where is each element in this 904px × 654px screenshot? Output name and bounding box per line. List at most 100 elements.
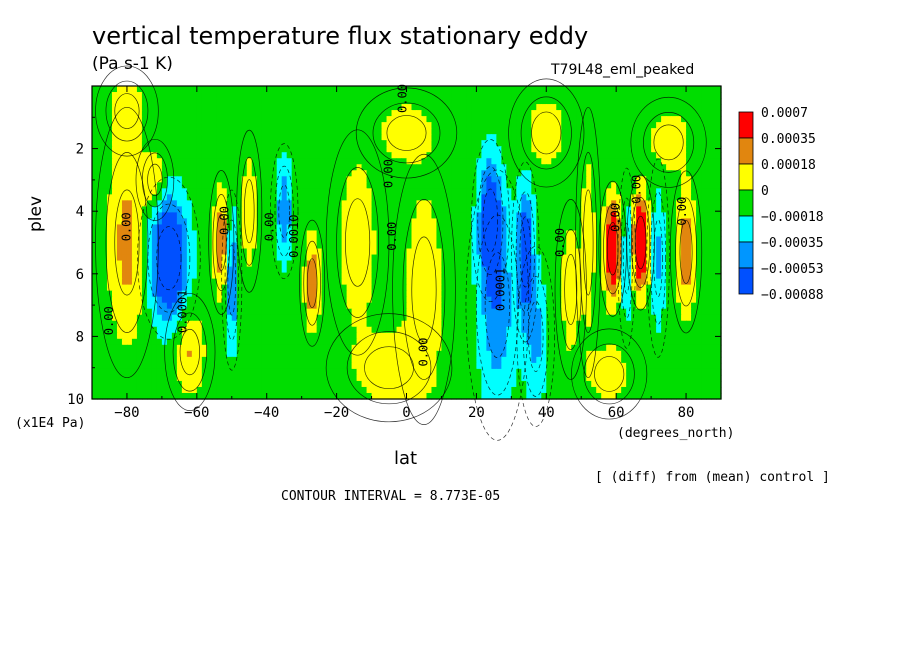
field-cell: [331, 320, 338, 328]
field-cell: [266, 278, 273, 286]
field-cell: [566, 176, 572, 183]
field-cell: [591, 260, 597, 268]
field-cell: [246, 104, 253, 111]
field-cell: [466, 320, 472, 328]
field-cell: [456, 200, 463, 207]
field-cell: [426, 122, 433, 129]
field-cell: [681, 290, 687, 298]
field-cell: [126, 158, 133, 165]
field-cell: [216, 194, 223, 201]
field-cell: [351, 164, 358, 171]
field-cell: [286, 176, 293, 183]
field-cell: [251, 158, 258, 165]
field-cell: [666, 206, 672, 213]
field-cell: [126, 176, 133, 183]
field-cell: [306, 116, 313, 123]
field-cell: [326, 230, 333, 238]
field-cell: [206, 140, 213, 147]
field-cell: [371, 152, 378, 159]
field-cell: [521, 98, 527, 105]
field-cell: [531, 308, 537, 316]
field-cell: [156, 224, 163, 232]
field-cell: [436, 290, 443, 298]
field-cell: [341, 164, 348, 171]
field-cell: [456, 146, 463, 153]
field-cell: [431, 122, 438, 129]
field-cell: [461, 158, 467, 165]
field-cell: [246, 134, 253, 141]
field-cell: [386, 116, 393, 123]
field-cell: [256, 284, 263, 292]
field-cell: [681, 230, 687, 238]
field-cell: [441, 200, 448, 207]
field-cell: [131, 290, 138, 298]
field-cell: [681, 104, 687, 111]
field-cell: [206, 98, 213, 105]
field-cell: [141, 188, 148, 195]
field-cell: [146, 290, 153, 298]
field-cell: [561, 272, 567, 280]
field-cell: [626, 284, 632, 292]
field-cell: [336, 242, 343, 250]
field-cell: [251, 170, 258, 177]
field-cell: [636, 278, 642, 286]
field-cell: [121, 212, 128, 220]
field-cell: [631, 98, 637, 105]
field-cell: [556, 170, 562, 177]
field-cell: [511, 290, 517, 298]
field-cell: [246, 188, 253, 195]
field-cell: [376, 284, 383, 292]
field-cell: [276, 104, 283, 111]
field-cell: [316, 224, 323, 232]
field-cell: [326, 278, 333, 286]
field-cell: [611, 206, 617, 213]
field-cell: [536, 104, 542, 111]
field-cell: [481, 116, 487, 123]
field-cell: [186, 260, 193, 268]
field-cell: [636, 254, 642, 262]
field-cell: [671, 272, 677, 280]
field-cell: [116, 302, 123, 310]
field-cell: [276, 290, 283, 298]
field-cell: [496, 182, 502, 189]
field-cell: [291, 212, 298, 220]
field-cell: [111, 170, 118, 177]
field-cell: [591, 242, 597, 250]
field-cell: [101, 146, 108, 153]
field-cell: [466, 224, 472, 232]
field-cell: [246, 296, 253, 304]
field-cell: [331, 206, 338, 213]
field-cell: [291, 218, 298, 226]
field-cell: [146, 224, 153, 232]
field-cell: [291, 200, 298, 207]
field-cell: [336, 284, 343, 292]
field-cell: [326, 164, 333, 171]
field-cell: [201, 314, 208, 322]
field-cell: [526, 146, 532, 153]
field-cell: [241, 224, 248, 232]
field-cell: [476, 200, 482, 207]
field-cell: [621, 302, 627, 310]
field-cell: [176, 200, 183, 207]
field-cell: [456, 122, 463, 129]
field-cell: [396, 206, 403, 213]
field-cell: [466, 302, 472, 310]
field-cell: [146, 248, 153, 256]
field-cell: [376, 236, 383, 244]
field-cell: [411, 302, 418, 310]
field-cell: [96, 266, 103, 274]
field-cell: [106, 146, 113, 153]
field-cell: [101, 272, 108, 280]
field-cell: [241, 236, 248, 244]
field-cell: [271, 236, 278, 244]
field-cell: [161, 308, 168, 316]
field-cell: [486, 146, 492, 153]
field-cell: [631, 188, 637, 195]
field-cell: [686, 164, 692, 171]
field-cell: [536, 176, 542, 183]
field-cell: [281, 278, 288, 286]
field-cell: [576, 98, 582, 105]
field-cell: [406, 278, 413, 286]
field-cell: [121, 272, 128, 280]
field-cell: [411, 212, 418, 220]
